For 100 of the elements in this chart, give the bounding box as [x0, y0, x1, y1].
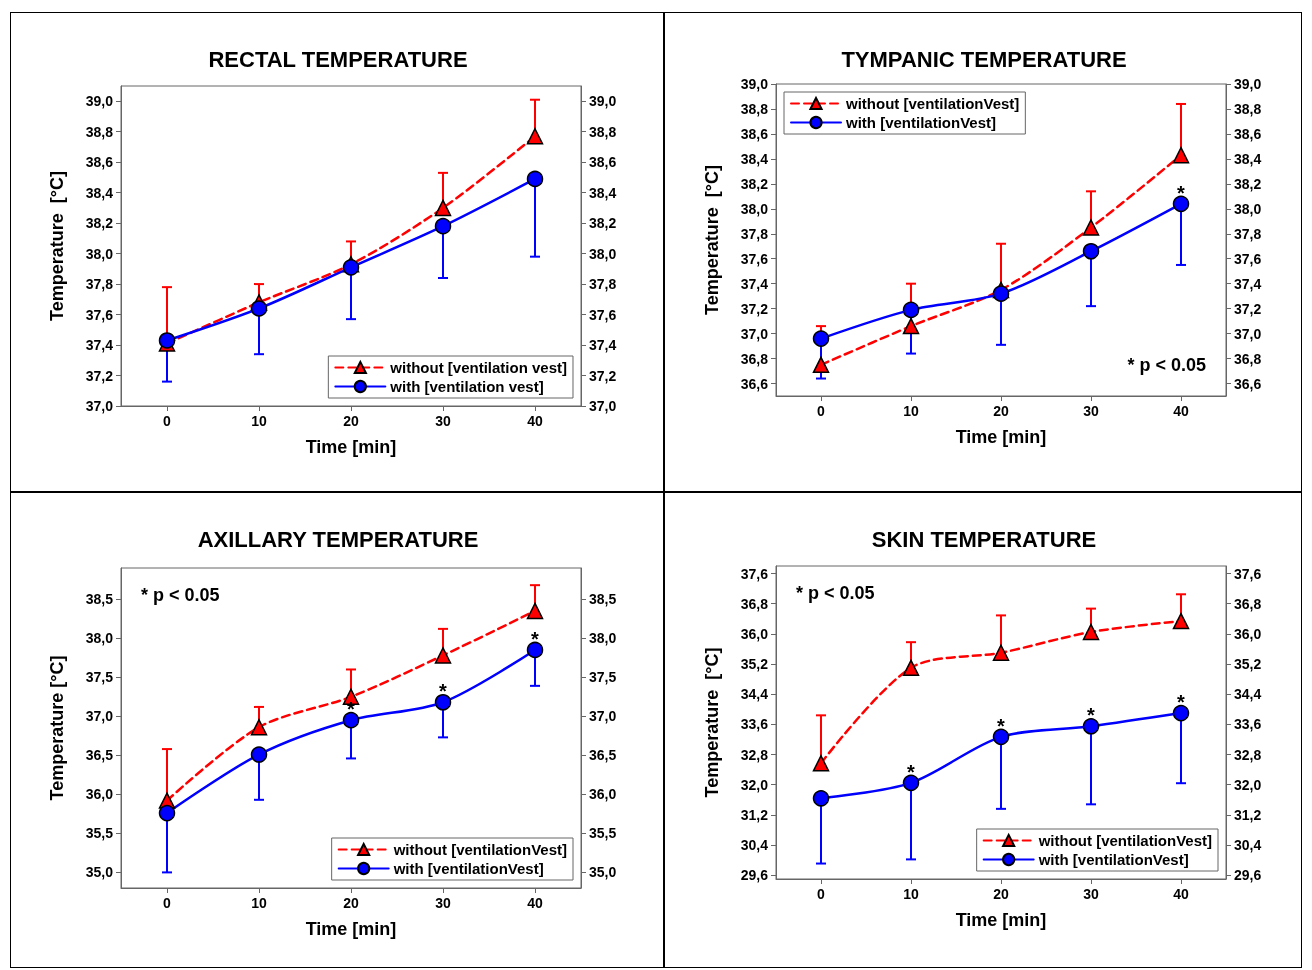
x-tick-label: 40 — [1173, 403, 1189, 419]
point — [902, 659, 920, 677]
y2-tick-label: 37,4 — [1234, 275, 1262, 292]
y-axis-title: Temperature [°C] — [47, 171, 67, 321]
y-tick-label: 38,6 — [85, 154, 114, 171]
y2-tick-label: 36,6 — [1234, 375, 1262, 392]
legend-label: with [ventilationVest] — [845, 114, 997, 131]
point — [158, 804, 176, 822]
y-tick-label: 38,0 — [85, 245, 114, 262]
y-tick-label: 39,0 — [85, 93, 114, 110]
point — [1172, 704, 1190, 722]
x-tick-label: 30 — [435, 895, 451, 911]
y-axis-title: Temperature [°C] — [702, 647, 722, 798]
point — [342, 711, 360, 729]
y-tick-label: 37,6 — [85, 306, 114, 323]
point — [902, 774, 920, 792]
point — [812, 790, 830, 807]
y-tick-label: 38,4 — [740, 150, 769, 167]
y2-tick-label: 39,0 — [1234, 76, 1262, 92]
y2-tick-label: 38,4 — [589, 184, 617, 201]
legend-label: with [ventilation vest] — [389, 378, 544, 395]
annotation: * — [1087, 704, 1096, 727]
y2-tick-label: 38,6 — [1234, 125, 1262, 142]
point — [1082, 242, 1100, 260]
annotation: * — [1177, 181, 1186, 204]
y2-tick-label: 35,5 — [589, 825, 617, 842]
annotation: * p < 0.05 — [1127, 355, 1207, 375]
point — [1172, 195, 1190, 213]
annotation: * — [531, 627, 540, 650]
x-axis-title: Time [min] — [955, 910, 1047, 930]
y2-tick-label: 38,0 — [589, 630, 617, 647]
x-tick-label: 30 — [435, 413, 451, 429]
point — [992, 285, 1010, 302]
y2-tick-label: 34,4 — [1234, 686, 1262, 703]
y2-tick-label: 29,6 — [1234, 867, 1262, 884]
x-axis-title: Time [min] — [305, 437, 397, 457]
point — [812, 356, 830, 374]
x-tick-label: 0 — [817, 403, 826, 419]
y-tick-label: 37,6 — [740, 565, 769, 582]
y2-tick-label: 38,4 — [1234, 150, 1262, 167]
y-tick-label: 35,5 — [85, 825, 114, 842]
point — [812, 754, 830, 772]
y-tick-label: 38,0 — [740, 200, 769, 217]
y-tick-label: 37,5 — [85, 669, 114, 686]
y-tick-label: 37,4 — [740, 275, 769, 292]
y-tick-label: 38,6 — [740, 125, 769, 142]
y2-tick-label: 38,0 — [589, 245, 617, 262]
y2-tick-label: 33,6 — [1234, 716, 1262, 733]
x-tick-label: 40 — [527, 413, 543, 429]
point — [1082, 718, 1100, 735]
y-tick-label: 33,6 — [740, 716, 769, 733]
y-tick-label: 36,5 — [85, 747, 114, 764]
y2-tick-label: 37,2 — [1234, 300, 1262, 317]
point — [526, 641, 544, 659]
point — [902, 317, 920, 335]
y2-tick-label: 36,8 — [1234, 595, 1262, 612]
y-tick-label: 38,8 — [740, 100, 769, 117]
y2-tick-label: 38,2 — [589, 215, 617, 232]
y2-tick-label: 37,2 — [589, 367, 617, 384]
point — [250, 746, 268, 763]
y-axis-title: Temperature [°C] — [702, 165, 722, 315]
legend-label: without [ventilationVest] — [1037, 832, 1213, 849]
y-tick-label: 30,4 — [740, 837, 769, 854]
y2-tick-label: 38,5 — [589, 591, 617, 608]
y-tick-label: 36,0 — [85, 786, 114, 803]
y-tick-label: 35,2 — [740, 656, 769, 673]
y-tick-label: 37,2 — [740, 300, 769, 317]
annotation: * — [1177, 691, 1186, 714]
y-tick-label: 38,2 — [740, 175, 769, 192]
x-tick-label: 0 — [163, 895, 172, 911]
x-tick-label: 10 — [251, 413, 267, 429]
y-tick-label: 29,6 — [740, 867, 769, 884]
point — [250, 300, 268, 317]
y-tick-label: 36,0 — [740, 625, 769, 642]
legend-label: with [ventilationVest] — [392, 860, 544, 877]
y-tick-label: 37,0 — [85, 398, 114, 414]
chart-title: TYMPANIC TEMPERATURE — [841, 46, 1127, 72]
x-tick-label: 10 — [903, 403, 919, 419]
point — [434, 694, 452, 711]
y-tick-label: 37,8 — [85, 276, 114, 293]
y2-tick-label: 37,8 — [1234, 225, 1262, 242]
chart-title: RECTAL TEMPERATURE — [208, 46, 468, 72]
y2-tick-label: 36,8 — [1234, 350, 1262, 367]
x-tick-label: 20 — [993, 403, 1009, 419]
y-tick-label: 32,0 — [740, 776, 769, 793]
y2-tick-label: 36,0 — [589, 786, 617, 803]
y2-tick-label: 32,8 — [1234, 746, 1262, 763]
x-tick-label: 0 — [817, 886, 826, 902]
y-tick-label: 34,4 — [740, 686, 769, 703]
y-tick-label: 37,4 — [85, 337, 114, 354]
y2-tick-label: 39,0 — [589, 93, 617, 110]
point — [902, 301, 920, 319]
point — [1082, 219, 1100, 236]
legend-label: without [ventilationVest] — [392, 841, 568, 858]
point — [1172, 146, 1190, 164]
y-tick-label: 38,2 — [85, 215, 114, 232]
legend-label: without [ventilation vest] — [389, 359, 567, 376]
x-tick-label: 0 — [163, 413, 172, 429]
x-tick-label: 40 — [1173, 886, 1189, 902]
y2-tick-label: 37,0 — [589, 708, 617, 725]
